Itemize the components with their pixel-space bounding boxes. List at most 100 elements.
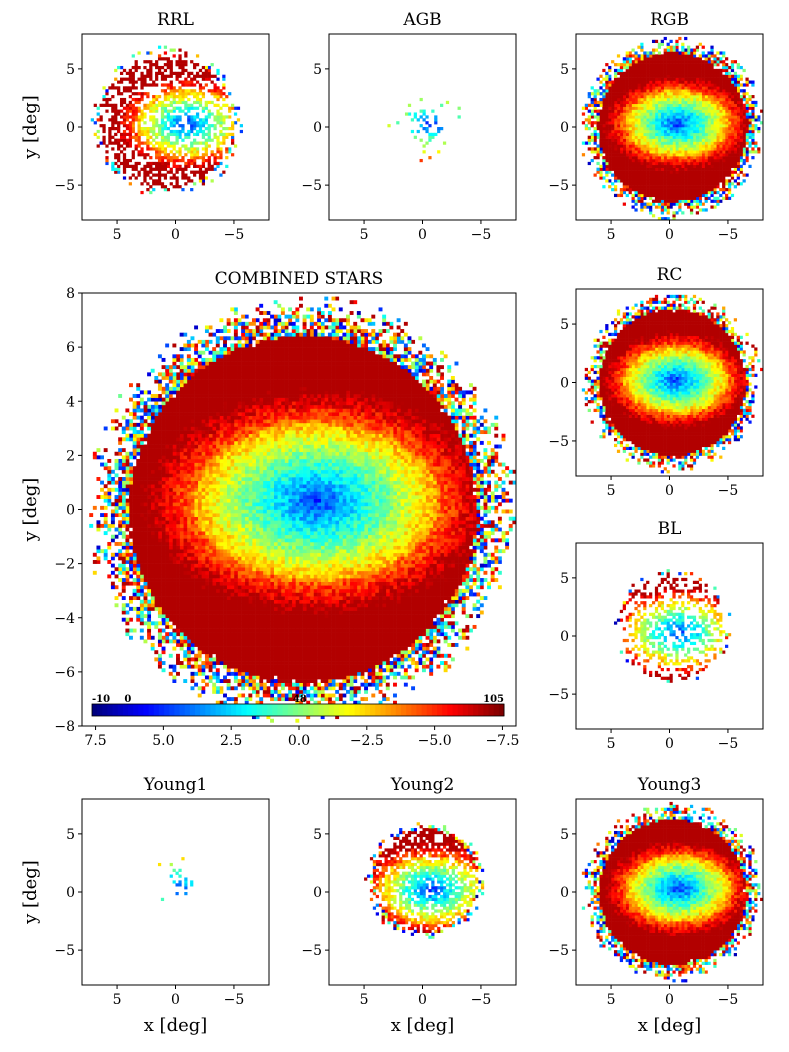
y-tick-label: −4 [54, 611, 75, 627]
y-tick-label: 8 [66, 286, 75, 302]
x-tick-label: 5 [607, 736, 616, 752]
colorbar-segment [138, 704, 144, 716]
y-tick-label: 0 [560, 629, 569, 645]
y-tick-label: −5 [301, 943, 322, 959]
heatmap-cells [364, 822, 485, 939]
x-tick-label: −5 [718, 992, 739, 1008]
colorbar-tick-label: 0 [124, 694, 131, 705]
colorbar-segment [457, 704, 464, 716]
colorbar-segment [313, 704, 320, 716]
y-tick-label: −5 [548, 943, 569, 959]
colorbar-segment [298, 704, 304, 716]
colorbar-tick-label: -10 [92, 694, 110, 705]
colorbar-segment [431, 704, 438, 716]
panel-8: Young3 5 0 −5 5 0 −5 x [deg] [548, 775, 764, 1036]
panel-title: Young2 [390, 775, 455, 795]
y-tick-label: 5 [560, 62, 569, 78]
x-tick-label: 0 [665, 483, 674, 499]
x-axis-label: x [deg] [391, 1015, 455, 1036]
y-tick-label: 0 [66, 885, 75, 901]
colorbar-segment [158, 704, 165, 716]
colorbar-segment [385, 704, 392, 716]
colorbar-segment [102, 704, 108, 716]
colorbar-segment [210, 704, 217, 716]
colorbar-segment [179, 704, 186, 716]
x-tick-label: 5 [360, 992, 369, 1008]
panel-1: AGB 5 0 −5 5 0 −5 [301, 10, 517, 243]
colorbar-segment [303, 704, 309, 716]
colorbar-segment [308, 704, 314, 716]
colorbar-segment [261, 704, 268, 716]
x-tick-label: −5 [224, 992, 245, 1008]
y-tick-label: 0 [66, 503, 75, 519]
x-tick-label: 5 [607, 483, 616, 499]
colorbar-segment [246, 704, 253, 716]
colorbar-segment [92, 704, 98, 716]
x-tick-label: −5 [718, 227, 739, 243]
x-tick-label: 7.5 [84, 733, 106, 749]
colorbar-segment [148, 704, 155, 716]
y-tick-label: 0 [560, 376, 569, 392]
colorbar-segment [411, 704, 417, 716]
colorbar-segment [380, 704, 387, 716]
panel-3: COMBINED STARS 7.5 5.0 2.5 0.0 −2.5 −5.0 −7.5 8 6… [20, 269, 519, 749]
x-tick-label: 0 [171, 992, 180, 1008]
x-tick-label: 0 [665, 227, 674, 243]
colorbar-segment [287, 704, 294, 716]
colorbar-segment [282, 704, 289, 716]
colorbar-segment [406, 704, 412, 716]
colorbar-segment [277, 704, 284, 716]
y-tick-label: 5 [560, 827, 569, 843]
x-tick-label: 0 [665, 736, 674, 752]
colorbar-segment [483, 704, 490, 716]
colorbar-segment [133, 704, 139, 716]
colorbar-segment [215, 704, 222, 716]
x-tick-label: −5 [718, 736, 739, 752]
colorbar-segment [128, 704, 134, 716]
panel-title: COMBINED STARS [215, 269, 384, 289]
colorbar-segment [364, 704, 371, 716]
colorbar-segment [334, 704, 340, 716]
x-tick-label: 0 [418, 992, 427, 1008]
x-tick-label: −5 [471, 227, 492, 243]
colorbar-segment [488, 704, 495, 716]
y-axis-label: y [deg] [20, 478, 41, 543]
colorbar-segment [447, 704, 453, 716]
colorbar-segment [153, 704, 160, 716]
x-tick-label: 0 [665, 992, 674, 1008]
colorbar-segment [112, 704, 119, 716]
y-tick-label: 0 [313, 885, 322, 901]
colorbar-segment [236, 704, 242, 716]
y-tick-label: −8 [54, 719, 75, 735]
heatmap-cells [581, 294, 763, 474]
panel-0: RRL 5 0 −5 5 0 −5 y [deg] [20, 10, 270, 243]
colorbar-segment [344, 704, 350, 716]
y-tick-label: 5 [560, 317, 569, 333]
y-tick-label: 2 [66, 448, 75, 464]
colorbar-segment [184, 704, 191, 716]
y-tick-label: 5 [66, 62, 75, 78]
colorbar-segment [169, 704, 175, 716]
colorbar-segment [323, 704, 330, 716]
colorbar-segment [421, 704, 428, 716]
colorbar-tick-label: 48 [293, 694, 307, 705]
colorbar-tick-label: 105 [483, 694, 504, 705]
panel-title: AGB [402, 10, 441, 30]
colorbar-segment [359, 704, 366, 716]
colorbar-segment [370, 704, 376, 716]
colorbar-segment [122, 704, 129, 716]
y-tick-label: −5 [54, 943, 75, 959]
heatmap-cells [581, 801, 763, 983]
colorbar-segment [97, 704, 103, 716]
y-tick-label: 0 [313, 120, 322, 136]
x-tick-label: 5.0 [152, 733, 174, 749]
colorbar-segment [462, 704, 469, 716]
panel-title: BL [658, 519, 682, 539]
panel-title: RRL [157, 10, 194, 30]
colorbar-segment [401, 704, 407, 716]
x-tick-label: 5 [113, 227, 122, 243]
colorbar-segment [205, 704, 211, 716]
y-tick-label: 4 [66, 394, 75, 410]
panel-title: RGB [650, 10, 689, 30]
y-tick-label: 5 [66, 827, 75, 843]
